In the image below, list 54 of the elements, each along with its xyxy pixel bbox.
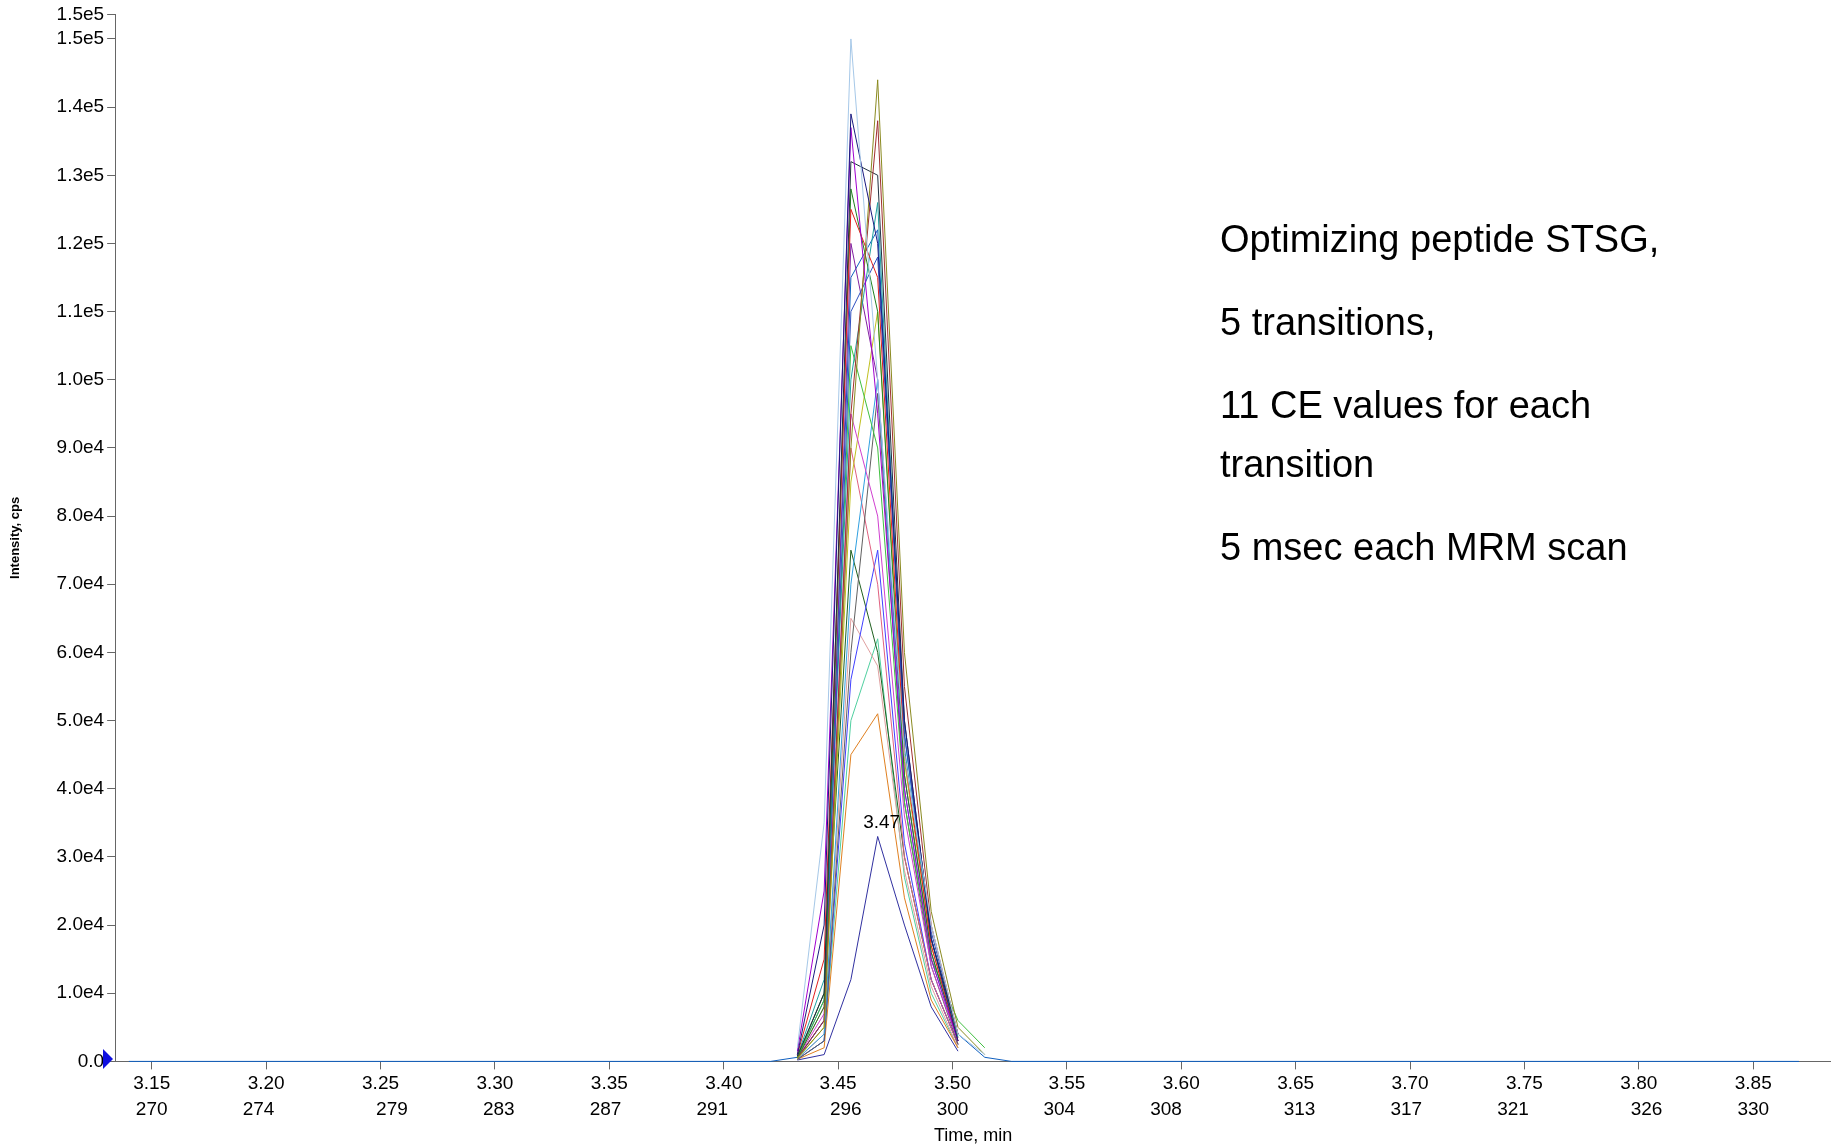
x2-tick-label: 304 bbox=[1043, 1097, 1076, 1119]
x2-tick-label: 296 bbox=[829, 1097, 862, 1119]
x2-tick-label: 326 bbox=[1630, 1097, 1663, 1119]
y-tick-label: 0.0 bbox=[77, 1049, 105, 1071]
annotation: 5 msec each MRM scan bbox=[1220, 524, 1629, 570]
y-tick-label: 6.0e4 bbox=[56, 640, 105, 662]
x2-tick-label: 317 bbox=[1390, 1097, 1423, 1119]
x2-tick-label: 321 bbox=[1497, 1097, 1529, 1119]
y-tick-label: 1.5e5 bbox=[56, 27, 105, 49]
x-tick-label: 3.45 bbox=[819, 1072, 857, 1094]
x-tick-label: 3.70 bbox=[1391, 1072, 1429, 1094]
y-tick-label: 8.0e4 bbox=[56, 504, 105, 526]
x-tick-label: 3.40 bbox=[705, 1072, 743, 1094]
y-tick-label: 5.0e4 bbox=[56, 708, 105, 730]
annotation: 3.47 bbox=[863, 811, 901, 833]
y-tick-label: 1.2e5 bbox=[56, 231, 105, 253]
y-tick-label: 9.0e4 bbox=[56, 436, 105, 458]
x2-tick-label: 283 bbox=[482, 1097, 515, 1119]
y-tick-label: 4.0e4 bbox=[56, 776, 105, 798]
x2-tick-label: 287 bbox=[589, 1097, 622, 1119]
x-tick-label: 3.20 bbox=[247, 1072, 285, 1094]
x2-tick-label: 274 bbox=[242, 1097, 275, 1119]
y-tick-label: 1.1e5 bbox=[56, 299, 105, 321]
y-tick-label: 7.0e4 bbox=[56, 572, 105, 594]
x-tick-label: 3.60 bbox=[1162, 1072, 1200, 1094]
annotation: Optimizing peptide STSG, bbox=[1220, 217, 1661, 262]
y-tick-label: 1.4e5 bbox=[56, 95, 105, 117]
x-tick-label: 3.55 bbox=[1048, 1072, 1086, 1094]
x-tick-label: 3.15 bbox=[133, 1072, 171, 1094]
annotation: 5 transitions, bbox=[1220, 299, 1437, 345]
x2-tick-label: 270 bbox=[135, 1097, 168, 1119]
y-tick-label: 1.0e5 bbox=[56, 367, 105, 389]
x2-tick-label: 313 bbox=[1283, 1097, 1316, 1119]
x-tick-label: 3.80 bbox=[1620, 1072, 1658, 1094]
x-axis-title: Time, min bbox=[933, 1124, 1013, 1145]
x-tick-label: 3.25 bbox=[362, 1072, 400, 1094]
x2-tick-label: 291 bbox=[696, 1097, 729, 1119]
x-tick-label: 3.35 bbox=[590, 1072, 628, 1094]
x2-tick-label: 279 bbox=[376, 1097, 408, 1119]
x-tick-label: 3.65 bbox=[1277, 1072, 1315, 1094]
x2-tick-label: 330 bbox=[1737, 1097, 1770, 1119]
annotation: 11 CE values for each transition bbox=[1220, 382, 1593, 487]
y-tick-label: 1.5e5 bbox=[56, 2, 105, 24]
x-tick-label: 3.75 bbox=[1505, 1072, 1543, 1094]
y-tick-label: 2.0e4 bbox=[56, 913, 105, 935]
x-tick-label: 3.30 bbox=[476, 1072, 514, 1094]
y-tick-label: 3.0e4 bbox=[56, 845, 105, 867]
x-tick-label: 3.50 bbox=[933, 1072, 971, 1094]
x2-tick-label: 300 bbox=[936, 1097, 969, 1119]
y-axis-title: Intensity, cps bbox=[7, 496, 23, 579]
y-tick-label: 1.3e5 bbox=[56, 163, 105, 185]
y-tick-label: 1.0e4 bbox=[56, 981, 105, 1003]
x2-tick-label: 308 bbox=[1150, 1097, 1182, 1119]
x-tick-label: 3.85 bbox=[1734, 1072, 1772, 1094]
